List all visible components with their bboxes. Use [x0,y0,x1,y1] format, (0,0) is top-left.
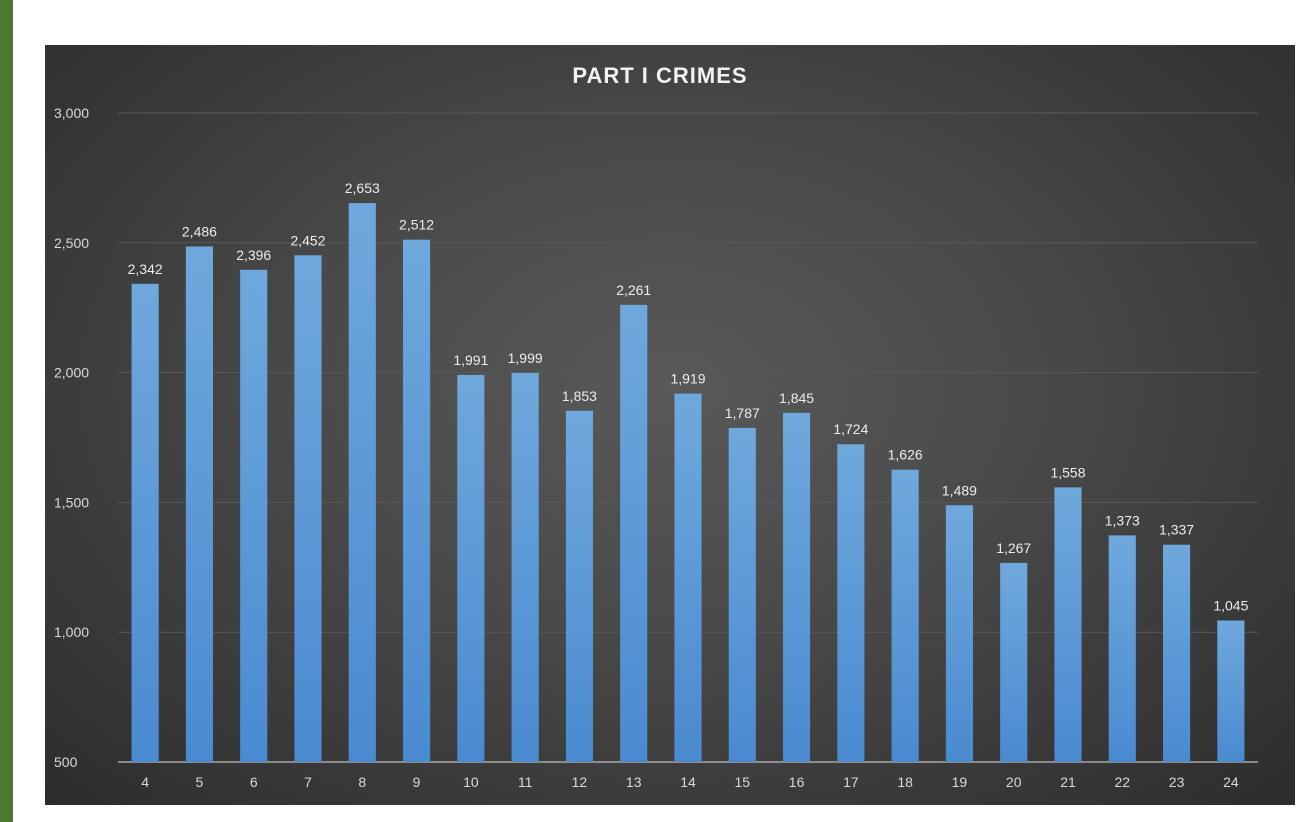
bar-20 [1000,562,1028,762]
y-tick-label: 1,000 [54,624,89,640]
data-label-7: 2,452 [290,232,325,248]
x-tick-label-6: 6 [250,774,258,790]
y-tick-label: 2,500 [54,235,89,251]
bar-18 [891,469,919,762]
data-label-16: 1,845 [779,390,814,406]
data-label-22: 1,373 [1105,512,1140,528]
chart-title: PART I CRIMES [572,63,747,88]
bar-4 [131,283,159,762]
x-axis-ticks: 4 5 6 7 8 9 10 11 12 13 14 15 16 17 18 19 20 21 22 23 24 [141,774,1239,790]
y-tick-label: 3,000 [54,105,89,121]
bar-16 [783,412,811,762]
data-label-23: 1,337 [1159,522,1194,538]
bar-17 [837,444,865,762]
x-tick-label-5: 5 [196,774,204,790]
bar-7 [294,255,322,762]
left-accent-strip [0,0,13,822]
data-label-4: 2,342 [128,261,163,277]
x-tick-label-8: 8 [358,774,366,790]
bar-6 [240,269,268,762]
x-tick-label-13: 13 [626,774,642,790]
x-tick-label-4: 4 [141,774,149,790]
data-label-14: 1,919 [670,371,705,387]
bar-10 [457,374,485,762]
data-label-18: 1,626 [888,447,923,463]
data-label-19: 1,489 [942,482,977,498]
bar-13 [620,304,648,762]
data-label-24: 1,045 [1213,598,1248,614]
bar-24 [1217,620,1245,762]
y-tick-label: 2,000 [54,365,89,381]
bar-12 [565,410,593,762]
data-label-15: 1,787 [725,405,760,421]
x-tick-label-14: 14 [680,774,696,790]
x-tick-label-24: 24 [1223,774,1239,790]
x-tick-label-22: 22 [1114,774,1130,790]
data-label-6: 2,396 [236,247,271,263]
data-label-12: 1,853 [562,388,597,404]
x-tick-label-11: 11 [518,774,533,790]
x-tick-label-23: 23 [1169,774,1185,790]
y-tick-label: 1,500 [54,494,89,510]
data-label-20: 1,267 [996,540,1031,556]
x-tick-label-19: 19 [952,774,968,790]
bars [131,203,1245,763]
x-tick-label-20: 20 [1006,774,1022,790]
bar-9 [403,239,431,762]
x-tick-label-10: 10 [463,774,479,790]
data-labels: 2,342 2,486 2,396 2,452 2,653 2,512 1,991 1,999… [128,180,1249,613]
bar-22 [1108,535,1136,762]
y-tick-label: 500 [54,754,78,770]
x-tick-label-12: 12 [572,774,588,790]
data-label-8: 2,653 [345,180,380,196]
bar-15 [728,427,756,762]
data-label-13: 2,261 [616,282,651,298]
bar-21 [1054,487,1082,762]
bar-23 [1163,544,1191,762]
data-label-9: 2,512 [399,217,434,233]
x-tick-label-9: 9 [413,774,421,790]
x-tick-label-21: 21 [1060,774,1076,790]
bar-19 [945,505,973,762]
data-label-5: 2,486 [182,223,217,239]
y-axis-ticks: 500 1,000 1,500 2,000 2,500 3,000 [54,105,89,770]
bar-11 [511,372,539,762]
bar-8 [348,203,376,763]
data-label-21: 1,558 [1050,464,1085,480]
data-label-11: 1,999 [508,350,543,366]
bar-5 [185,246,213,763]
x-tick-label-17: 17 [843,774,859,790]
x-tick-label-7: 7 [304,774,312,790]
data-label-17: 1,724 [833,421,868,437]
bar-14 [674,393,702,762]
x-tick-label-18: 18 [897,774,913,790]
data-label-10: 1,991 [453,352,488,368]
x-tick-label-16: 16 [789,774,805,790]
x-tick-label-15: 15 [734,774,750,790]
